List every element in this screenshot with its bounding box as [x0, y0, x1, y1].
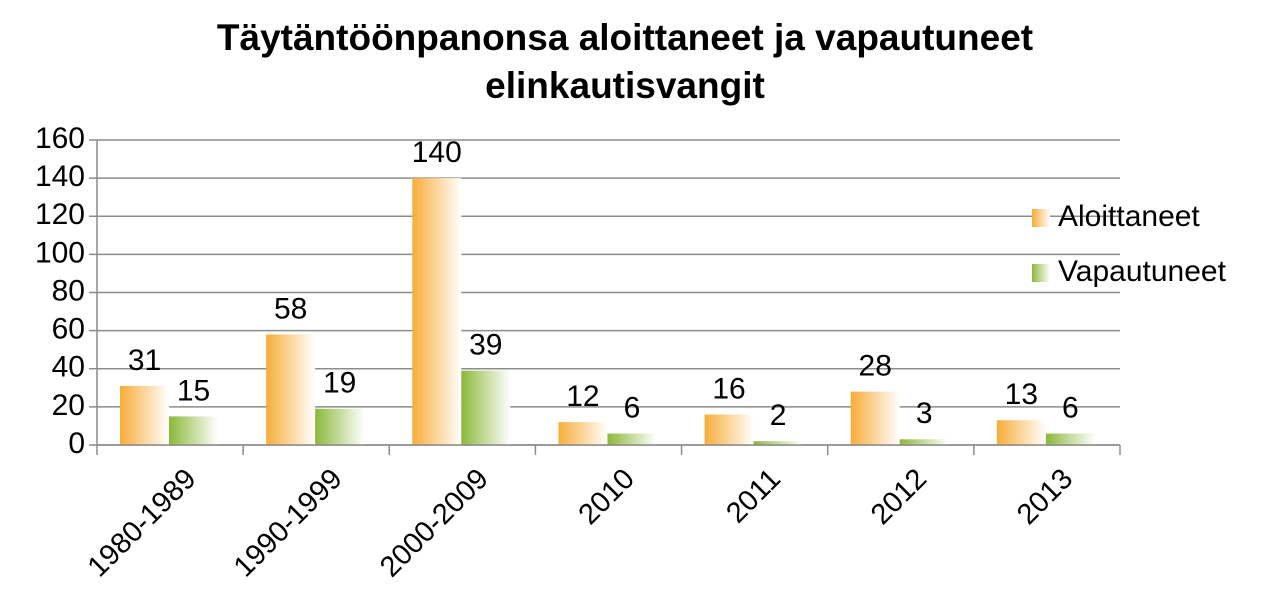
bar — [850, 391, 900, 445]
bar — [753, 441, 803, 445]
data-label: 19 — [323, 367, 356, 400]
x-tick-label: 1990-1999 — [228, 463, 349, 584]
bar — [120, 385, 169, 445]
y-tick-label: 60 — [52, 313, 85, 346]
bar — [169, 416, 218, 445]
data-label: 6 — [624, 391, 641, 424]
x-tick-label: 2000-2009 — [374, 463, 495, 584]
y-tick-label: 160 — [35, 122, 85, 155]
bar — [461, 370, 511, 445]
legend-swatch — [1032, 264, 1050, 282]
x-tick-label: 2012 — [865, 463, 933, 531]
chart-title: elinkautisvangit — [485, 65, 765, 106]
y-tick-label: 40 — [52, 351, 85, 384]
data-label: 16 — [712, 372, 745, 405]
data-label: 58 — [274, 292, 307, 325]
x-tick-label: 2011 — [720, 463, 787, 530]
data-label: 2 — [770, 399, 787, 432]
legend-label: Aloittaneet — [1058, 200, 1200, 233]
data-label: 39 — [469, 329, 502, 362]
legend-label: Vapautuneet — [1058, 255, 1227, 288]
bar — [558, 422, 608, 445]
legend-swatch — [1032, 209, 1050, 227]
data-label: 12 — [566, 380, 599, 413]
bar — [315, 408, 365, 445]
data-label: 6 — [1062, 391, 1079, 424]
bar — [412, 178, 462, 445]
chart-title: Täytäntöönpanonsa aloittaneet ja vapautu… — [217, 17, 1033, 58]
x-tick-label: 1980-1989 — [82, 463, 203, 584]
bar — [704, 414, 754, 445]
y-tick-label: 100 — [35, 236, 85, 269]
bar — [899, 439, 949, 445]
bar — [266, 334, 316, 445]
data-label: 13 — [1005, 378, 1038, 411]
data-label: 140 — [412, 136, 462, 169]
y-tick-label: 120 — [35, 198, 85, 231]
x-tick-label: 2010 — [573, 463, 641, 531]
bar — [996, 420, 1046, 445]
x-tick-label: 2013 — [1011, 463, 1079, 531]
y-tick-label: 140 — [35, 160, 85, 193]
y-tick-label: 80 — [52, 274, 85, 307]
data-label: 28 — [859, 350, 892, 383]
data-label: 15 — [177, 374, 210, 407]
bar — [607, 433, 657, 445]
data-label: 31 — [128, 344, 161, 377]
y-tick-label: 0 — [68, 427, 85, 460]
data-label: 3 — [916, 397, 933, 430]
bar — [1045, 433, 1095, 445]
y-tick-label: 20 — [52, 389, 85, 422]
